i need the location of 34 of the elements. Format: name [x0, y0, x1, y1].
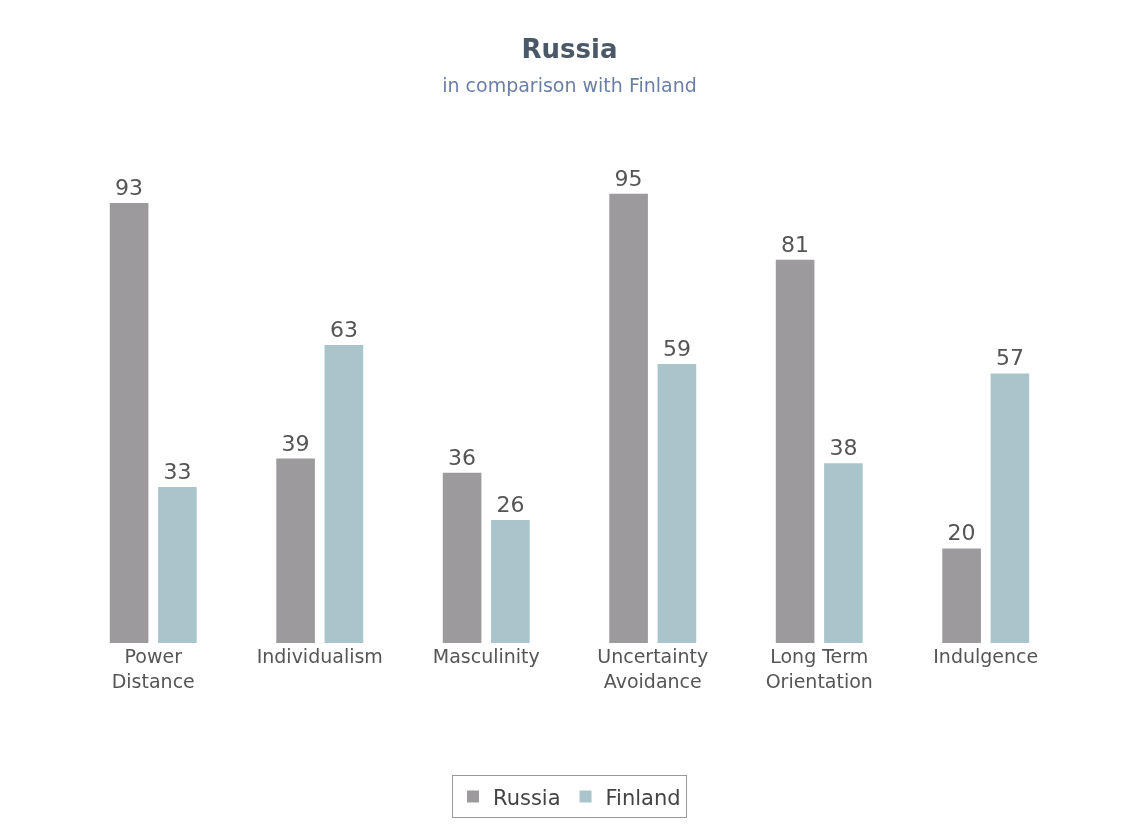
data-label: 81 — [781, 231, 810, 257]
x-tick-label: Individualism — [256, 645, 383, 667]
chart-subtitle: in comparison with Finland — [442, 73, 697, 96]
bar — [657, 363, 697, 643]
bar — [942, 548, 981, 643]
x-tick-label: Indulgence — [933, 645, 1039, 667]
bar — [158, 486, 197, 643]
x-tick-label: Long Term Orientation — [765, 645, 873, 692]
data-label: 63 — [329, 317, 358, 343]
bar — [324, 345, 364, 643]
data-label: 33 — [163, 458, 192, 484]
x-tick-label: Masculinity — [432, 645, 540, 667]
data-label: 36 — [448, 444, 477, 470]
legend-label: Russia — [493, 785, 561, 810]
bar — [491, 520, 530, 643]
legend-label: Finland — [605, 785, 681, 810]
x-tick-label: Power Distance — [111, 645, 195, 692]
data-label: 26 — [496, 492, 525, 518]
bar — [824, 463, 863, 643]
bar — [109, 203, 149, 643]
data-label: 39 — [281, 430, 310, 456]
data-label: 95 — [614, 165, 643, 191]
data-label: 38 — [829, 435, 858, 461]
bar — [276, 458, 315, 643]
bar — [990, 373, 1030, 643]
data-label: 20 — [947, 520, 976, 546]
bar — [442, 472, 482, 643]
bar — [609, 193, 648, 643]
bar — [775, 259, 815, 643]
data-label: 59 — [662, 335, 691, 361]
x-tick-label: Uncertainty Avoidance — [597, 645, 709, 692]
data-label: 93 — [115, 175, 144, 201]
data-label: 57 — [995, 345, 1024, 371]
chart-title: Russia — [521, 34, 618, 65]
